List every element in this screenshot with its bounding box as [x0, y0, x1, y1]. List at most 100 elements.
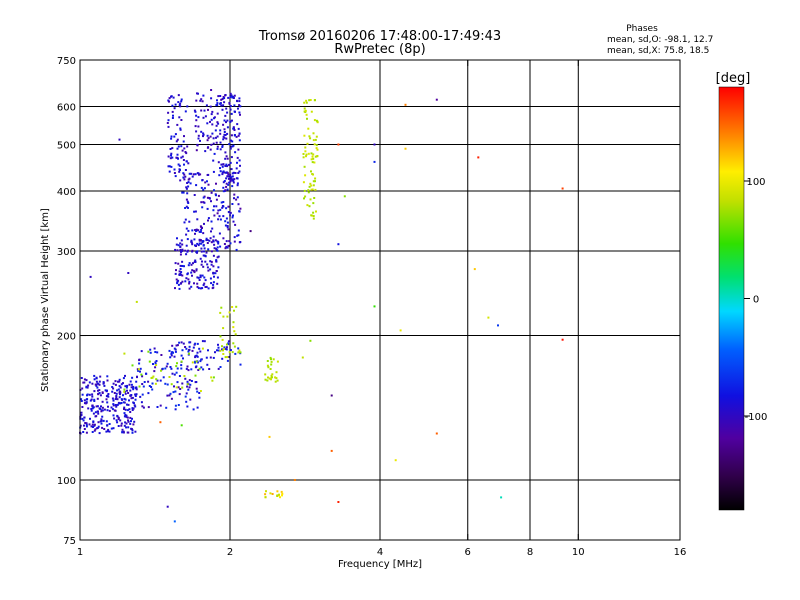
data-point — [231, 119, 233, 122]
data-point — [97, 389, 99, 392]
data-point — [216, 135, 219, 138]
data-point — [212, 283, 215, 286]
data-point — [183, 221, 186, 224]
data-point — [119, 419, 122, 422]
data-point — [198, 396, 201, 399]
data-point — [117, 380, 119, 383]
data-point — [275, 371, 278, 374]
data-point — [204, 260, 207, 263]
data-point — [225, 182, 228, 185]
data-point — [224, 165, 227, 167]
data-point — [98, 389, 101, 392]
data-point — [199, 225, 202, 228]
data-point — [223, 346, 226, 349]
data-point — [226, 225, 229, 227]
data-point — [112, 387, 115, 390]
data-point — [195, 114, 198, 117]
data-point — [215, 259, 218, 262]
data-point — [229, 147, 232, 150]
y-tick-label: 200 — [57, 332, 76, 343]
data-point — [222, 327, 225, 330]
data-point — [175, 386, 178, 389]
data-point — [310, 110, 313, 113]
data-point — [215, 182, 217, 185]
data-point — [114, 398, 117, 400]
data-point — [185, 244, 188, 247]
data-point — [220, 104, 223, 107]
data-point — [197, 244, 200, 247]
data-point — [186, 145, 189, 148]
data-point — [222, 123, 225, 126]
data-point — [91, 393, 94, 396]
data-point — [210, 282, 213, 285]
data-point — [230, 94, 233, 97]
data-point — [132, 388, 135, 391]
data-point — [205, 251, 208, 254]
data-point — [201, 227, 203, 229]
data-point — [194, 173, 197, 176]
data-point — [230, 112, 233, 115]
data-point — [209, 148, 212, 151]
data-point — [131, 407, 134, 410]
data-point — [216, 121, 219, 124]
data-point — [135, 300, 138, 303]
data-point — [173, 168, 176, 171]
data-point — [281, 492, 284, 495]
y-tick-label: 75 — [63, 536, 76, 547]
data-point — [99, 375, 102, 378]
data-point — [238, 132, 241, 135]
data-point — [312, 217, 315, 220]
data-point — [180, 424, 183, 427]
data-point — [205, 285, 208, 288]
data-point — [239, 241, 242, 243]
data-point — [212, 356, 215, 359]
data-point — [180, 360, 183, 363]
data-point — [206, 263, 209, 266]
data-point — [221, 173, 224, 176]
data-point — [117, 425, 120, 427]
data-point — [125, 386, 128, 389]
data-point — [189, 383, 192, 386]
data-point — [180, 367, 183, 370]
data-point — [194, 259, 197, 262]
data-point — [216, 246, 219, 249]
data-point — [222, 186, 225, 189]
data-point — [155, 378, 158, 381]
data-point — [88, 381, 91, 384]
data-point — [222, 215, 225, 218]
data-point — [202, 116, 205, 119]
data-point — [180, 156, 183, 159]
data-point — [125, 422, 128, 425]
data-point — [180, 145, 183, 148]
data-point — [187, 350, 190, 353]
y-tick-label: 100 — [57, 476, 76, 487]
data-point — [226, 126, 229, 129]
data-point — [229, 180, 232, 183]
data-point — [206, 139, 209, 142]
data-point — [214, 129, 217, 132]
data-point — [303, 134, 306, 137]
data-point — [124, 398, 127, 401]
data-point — [197, 287, 200, 290]
data-point — [307, 152, 310, 155]
data-point — [116, 398, 119, 401]
data-point — [188, 348, 191, 351]
data-point — [197, 137, 200, 140]
data-point — [302, 153, 305, 155]
data-point — [130, 383, 133, 386]
data-point — [92, 426, 94, 428]
data-point — [174, 404, 177, 407]
data-point — [193, 282, 195, 285]
data-point — [221, 338, 224, 341]
data-point — [188, 280, 191, 283]
data-point — [180, 354, 183, 357]
data-point — [233, 197, 235, 200]
data-point — [114, 404, 117, 406]
data-point — [111, 408, 114, 411]
data-point — [308, 135, 311, 138]
data-point — [177, 404, 180, 406]
data-point — [190, 241, 193, 244]
data-point — [176, 280, 179, 283]
data-point — [192, 173, 195, 176]
data-point — [107, 405, 109, 408]
